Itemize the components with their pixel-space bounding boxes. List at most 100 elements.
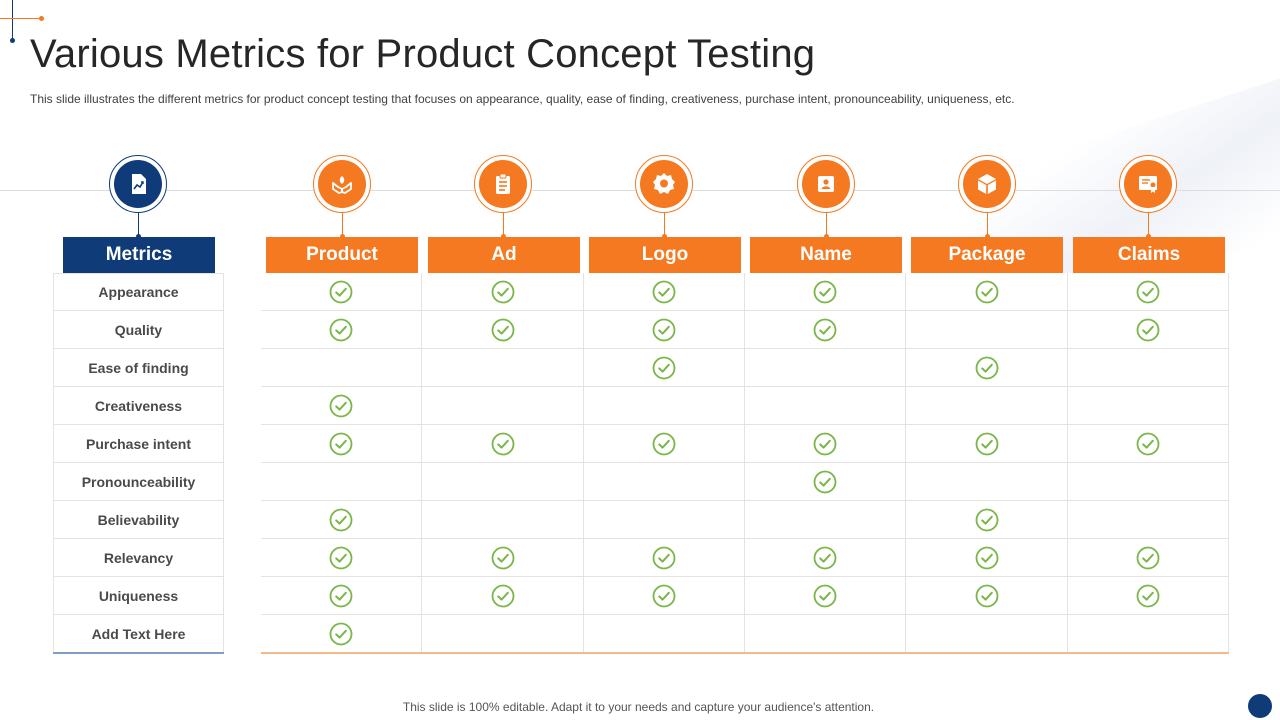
grid-cell xyxy=(584,273,745,311)
grid-cell xyxy=(906,539,1068,577)
connector-stem xyxy=(664,213,665,237)
grid-cell xyxy=(422,387,584,425)
grid-cell xyxy=(745,501,906,539)
grid-cell xyxy=(745,425,906,463)
metric-label: Relevancy xyxy=(53,539,224,577)
chart-document-icon xyxy=(109,155,167,213)
metric-label: Quality xyxy=(53,311,224,349)
column-header-claims: Claims xyxy=(1073,237,1225,273)
grid-cell xyxy=(584,501,745,539)
slide-footer: This slide is 100% editable. Adapt it to… xyxy=(0,700,1280,714)
grid-cell xyxy=(906,387,1068,425)
check-circle-icon xyxy=(975,356,999,380)
page-indicator xyxy=(1248,694,1272,718)
grid-cell xyxy=(745,273,906,311)
check-circle-icon xyxy=(975,280,999,304)
check-circle-icon xyxy=(491,432,515,456)
grid-cell xyxy=(745,615,906,653)
check-circle-icon xyxy=(329,546,353,570)
grid-cell xyxy=(906,577,1068,615)
grid-cell xyxy=(422,311,584,349)
grid-cell xyxy=(261,615,422,653)
check-circle-icon xyxy=(975,584,999,608)
check-circle-icon xyxy=(813,280,837,304)
metrics-header: Metrics xyxy=(63,237,215,273)
grid-cell xyxy=(422,501,584,539)
check-circle-icon xyxy=(329,622,353,646)
hands-plant-icon xyxy=(313,155,371,213)
grid-cell xyxy=(745,311,906,349)
grid-cell xyxy=(584,425,745,463)
check-circle-icon xyxy=(652,356,676,380)
column-header-logo: Logo xyxy=(589,237,741,273)
badge-gear-icon xyxy=(635,155,693,213)
grid-cell xyxy=(261,387,422,425)
grid-cell xyxy=(745,463,906,501)
metric-label: Appearance xyxy=(53,273,224,311)
connector-stem xyxy=(503,213,504,237)
connector-dot xyxy=(340,234,345,239)
grid-cell xyxy=(422,615,584,653)
grid-cell xyxy=(1068,273,1229,311)
grid-cell xyxy=(745,387,906,425)
column-header-name: Name xyxy=(750,237,902,273)
corner-line-horizontal xyxy=(0,18,42,19)
clipboard-list-icon xyxy=(474,155,532,213)
check-circle-icon xyxy=(813,584,837,608)
check-circle-icon xyxy=(491,584,515,608)
grid-cell xyxy=(1068,539,1229,577)
grid-cell xyxy=(906,349,1068,387)
connector-stem xyxy=(1148,213,1149,237)
check-circle-icon xyxy=(491,280,515,304)
grid-cell xyxy=(422,577,584,615)
metric-label: Add Text Here xyxy=(53,615,224,653)
connector-dot xyxy=(501,234,506,239)
check-circle-icon xyxy=(652,432,676,456)
column-header-product: Product xyxy=(266,237,418,273)
grid-cell xyxy=(1068,349,1229,387)
grid-cell xyxy=(584,463,745,501)
check-circle-icon xyxy=(1136,584,1160,608)
check-circle-icon xyxy=(1136,546,1160,570)
footer-text: This slide is 100% editable. Adapt it to… xyxy=(402,700,875,714)
connector-stem xyxy=(342,213,343,237)
grid-cell xyxy=(584,539,745,577)
metric-label: Purchase intent xyxy=(53,425,224,463)
grid-cell xyxy=(745,577,906,615)
grid-bottom-border xyxy=(261,652,1229,654)
grid-cell xyxy=(584,615,745,653)
connector-dot xyxy=(985,234,990,239)
check-circle-icon xyxy=(1136,318,1160,342)
grid-cell xyxy=(261,577,422,615)
grid-cell xyxy=(745,539,906,577)
connector-dot xyxy=(824,234,829,239)
column-header-package: Package xyxy=(911,237,1063,273)
connector-stem xyxy=(138,213,139,237)
check-circle-icon xyxy=(329,508,353,532)
grid-cell xyxy=(261,463,422,501)
check-circle-icon xyxy=(975,508,999,532)
grid-cell xyxy=(1068,615,1229,653)
grid-cell xyxy=(1068,501,1229,539)
grid-cell xyxy=(584,387,745,425)
metric-label: Uniqueness xyxy=(53,577,224,615)
check-circle-icon xyxy=(1136,280,1160,304)
grid-cell xyxy=(584,349,745,387)
check-circle-icon xyxy=(1136,432,1160,456)
check-circle-icon xyxy=(652,584,676,608)
connector-stem xyxy=(987,213,988,237)
grid-cell xyxy=(261,425,422,463)
grid-cell xyxy=(422,539,584,577)
grid-cell xyxy=(261,539,422,577)
grid-cell xyxy=(1068,577,1229,615)
check-circle-icon xyxy=(813,546,837,570)
corner-dot xyxy=(39,16,44,21)
grid-cell xyxy=(261,501,422,539)
certificate-icon xyxy=(1119,155,1177,213)
grid-cell xyxy=(584,577,745,615)
grid-cell xyxy=(584,311,745,349)
grid-cell xyxy=(422,463,584,501)
check-circle-icon xyxy=(329,394,353,418)
grid-cell xyxy=(422,425,584,463)
check-circle-icon xyxy=(652,280,676,304)
